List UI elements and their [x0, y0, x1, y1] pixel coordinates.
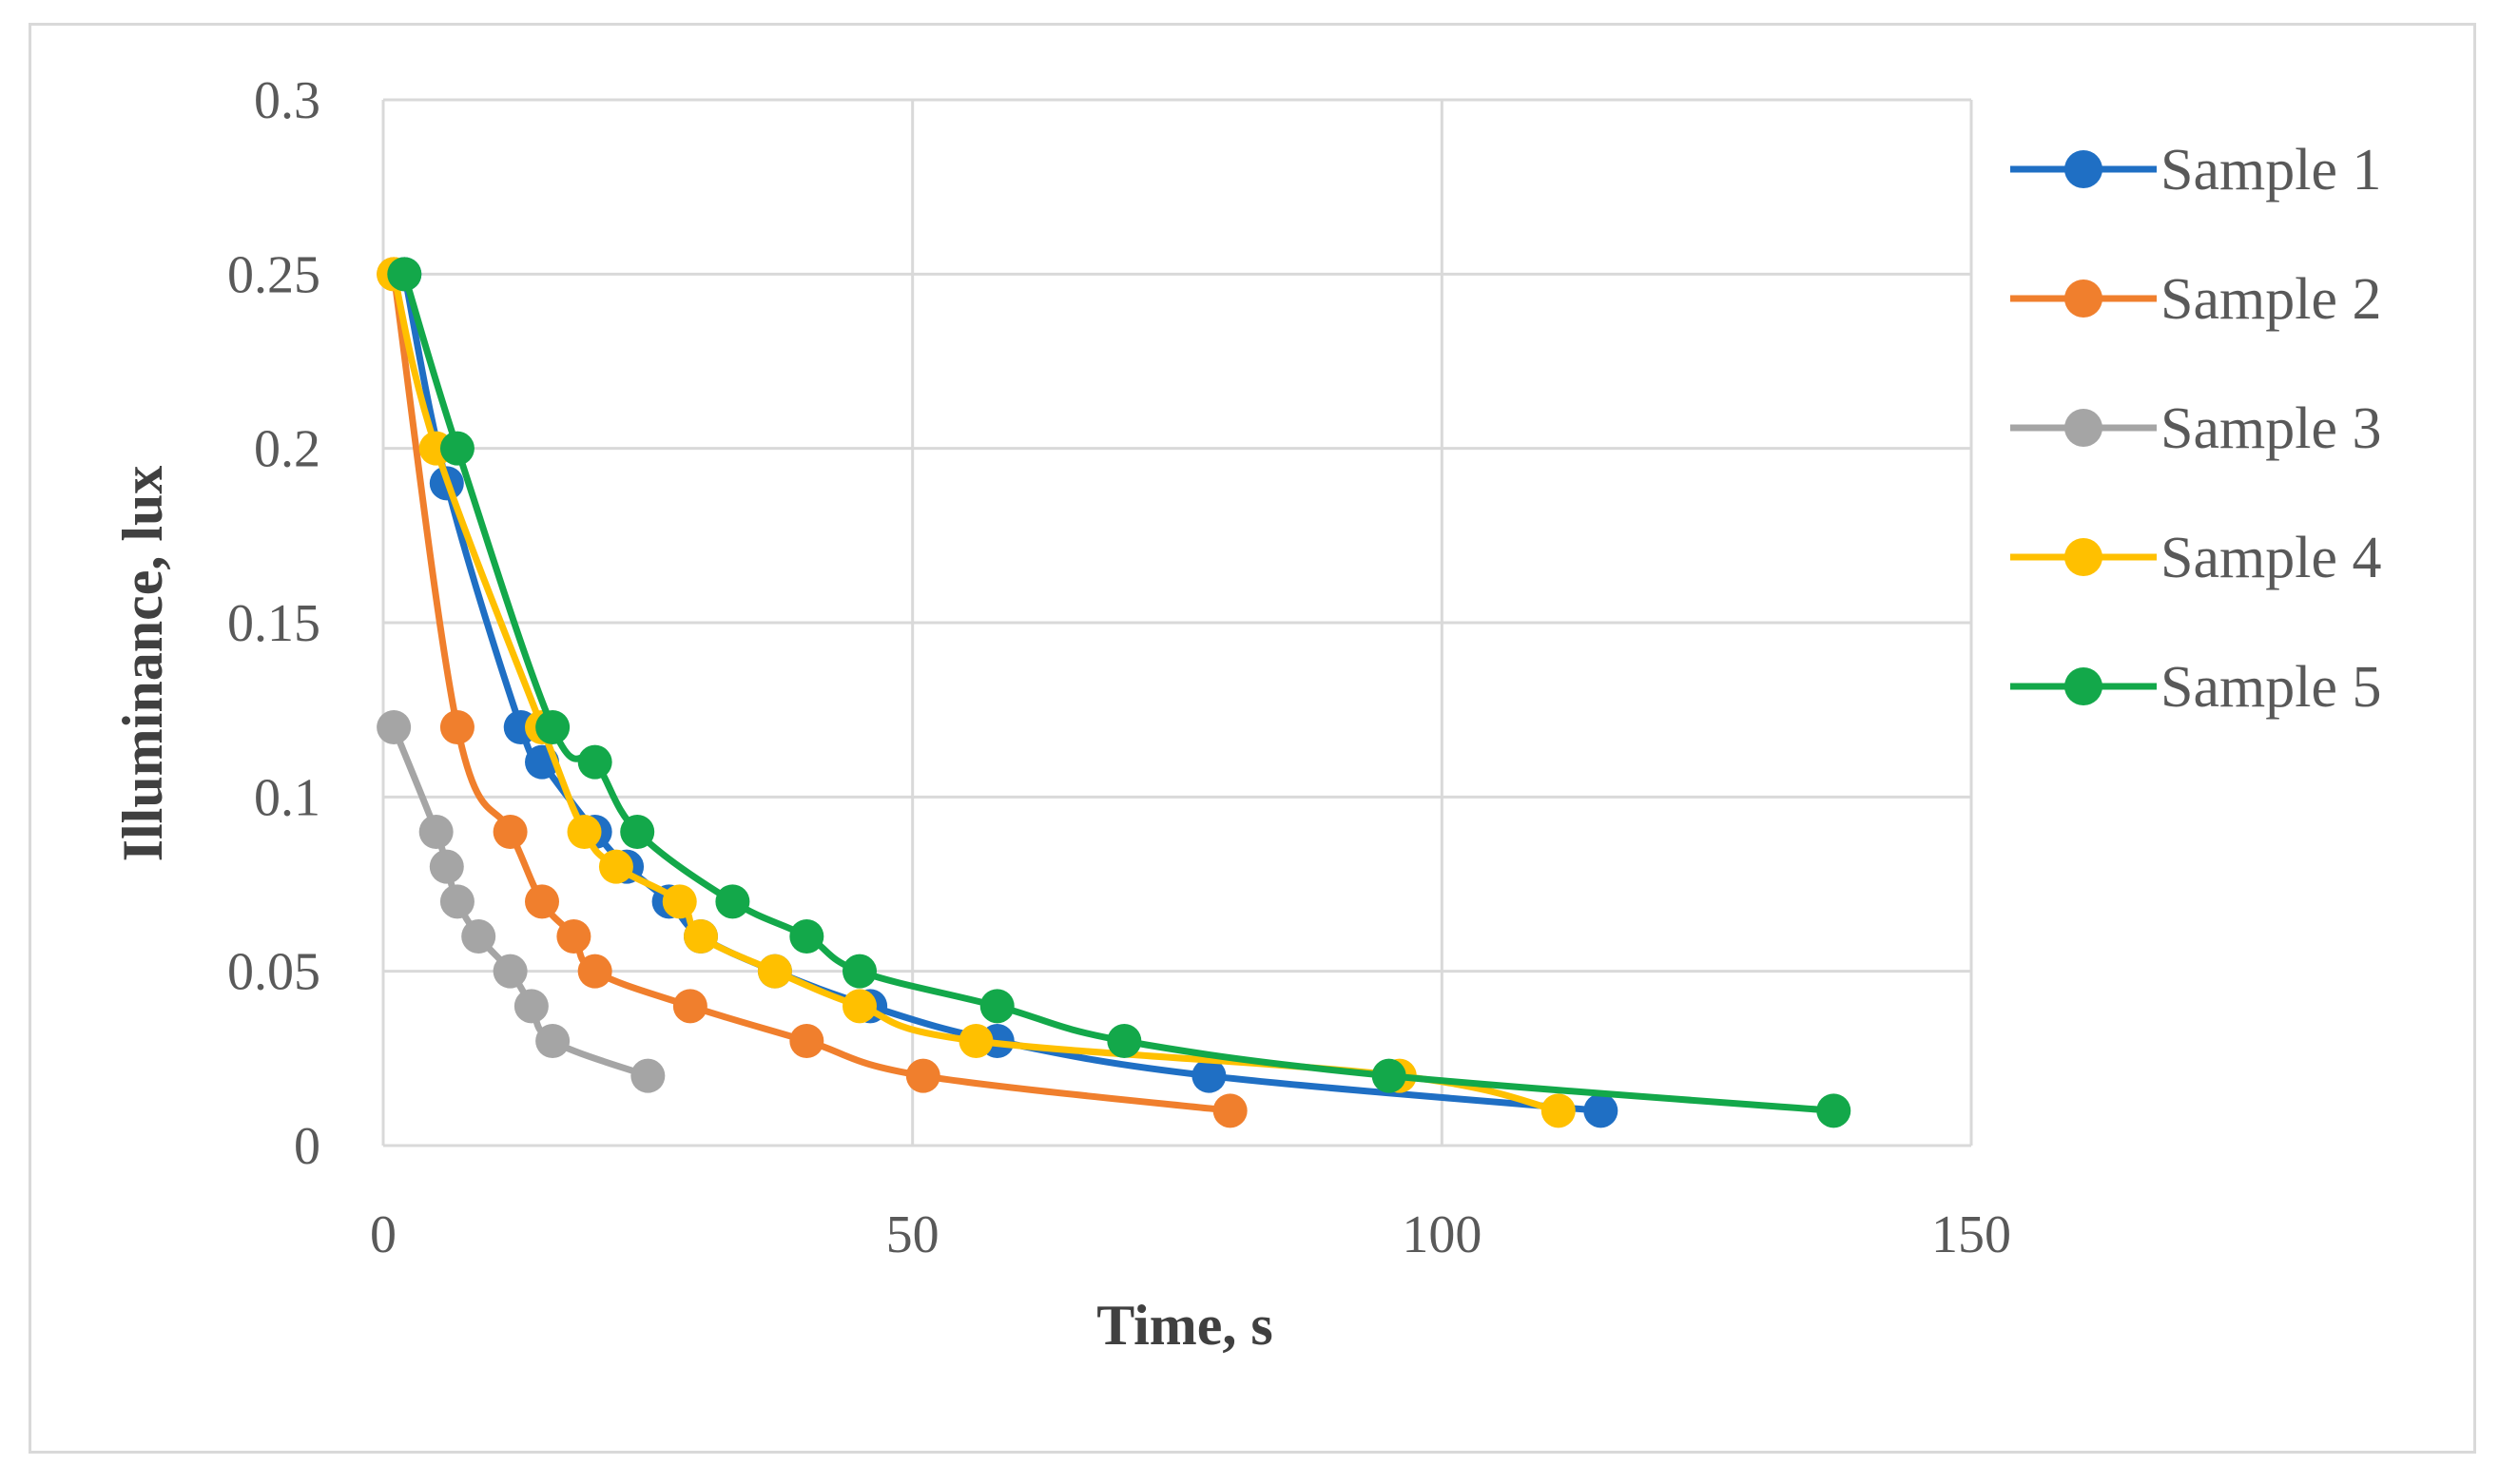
y-tick-label: 0.2: [254, 420, 320, 479]
legend: Sample 1 Sample 2 Sample 3 Sample 4 Sample 5: [2010, 138, 2381, 720]
data-point-sample-4: [1540, 1093, 1576, 1128]
data-point-sample-5: [387, 257, 422, 292]
data-point-sample-3: [630, 1058, 666, 1093]
legend-label: Sample 2: [2160, 267, 2381, 332]
legend-label: Sample 3: [2160, 396, 2381, 461]
series-sample-3: [377, 710, 666, 1093]
series-layer: [377, 257, 1851, 1128]
legend-marker: [2064, 538, 2102, 576]
data-point-sample-3: [513, 989, 549, 1024]
y-axis-title: Illuminance, lux: [111, 466, 174, 862]
chart-frame: [29, 23, 2476, 1454]
data-point-sample-5: [577, 744, 612, 780]
data-point-sample-3: [439, 884, 475, 919]
data-point-sample-4: [757, 954, 792, 989]
y-tick-label: 0: [294, 1117, 320, 1176]
data-point-sample-5: [789, 919, 824, 954]
series-line-sample-1: [400, 270, 1604, 1114]
data-point-sample-5: [1371, 1058, 1406, 1093]
legend-label: Sample 1: [2160, 138, 2381, 202]
legend-marker: [2064, 279, 2102, 318]
data-point-sample-5: [439, 431, 475, 466]
data-point-sample-2: [672, 989, 707, 1024]
legend-marker: [2064, 409, 2102, 447]
data-point-sample-2: [905, 1058, 940, 1093]
data-point-sample-2: [556, 919, 591, 954]
x-tick-label: 50: [886, 1205, 940, 1264]
data-point-sample-4: [959, 1024, 994, 1058]
data-point-sample-2: [493, 815, 528, 849]
data-point-sample-2: [1212, 1093, 1248, 1128]
legend-item-sample-2: Sample 2: [2010, 267, 2381, 332]
data-point-sample-3: [535, 1024, 571, 1058]
legend-label: Sample 5: [2160, 655, 2381, 720]
data-point-sample-5: [715, 884, 750, 919]
tick-labels: 0 0.05 0.1 0.15 0.2 0.25 0.3 0 50 100 150: [227, 71, 2011, 1264]
data-point-sample-2: [439, 710, 475, 744]
data-point-sample-4: [843, 989, 877, 1024]
legend-item-sample-5: Sample 5: [2010, 655, 2381, 720]
data-point-sample-3: [461, 919, 496, 954]
data-point-sample-1: [1191, 1058, 1227, 1093]
legend-marker: [2064, 667, 2102, 705]
data-point-sample-4: [598, 849, 633, 884]
legend-label: Sample 4: [2160, 526, 2381, 590]
data-point-sample-5: [535, 710, 571, 744]
x-axis-title: Time, s: [1096, 1294, 1273, 1357]
data-point-sample-1: [1583, 1093, 1618, 1128]
series-sample-4: [377, 257, 1576, 1128]
gridlines: [383, 98, 1973, 1146]
legend-item-sample-4: Sample 4: [2010, 526, 2381, 590]
y-tick-label: 0.3: [254, 71, 320, 130]
data-point-sample-4: [684, 919, 718, 954]
data-point-sample-3: [429, 849, 464, 884]
legend-marker: [2064, 150, 2102, 188]
data-point-sample-5: [1816, 1093, 1851, 1128]
data-point-sample-5: [843, 954, 877, 989]
series-sample-2: [377, 257, 1248, 1128]
x-tick-label: 150: [1931, 1205, 2011, 1264]
data-point-sample-2: [577, 954, 612, 989]
y-tick-label: 0.1: [254, 768, 320, 827]
data-point-sample-2: [789, 1024, 824, 1058]
legend-item-sample-3: Sample 3: [2010, 396, 2381, 461]
data-point-sample-3: [493, 954, 528, 989]
y-tick-label: 0.15: [227, 594, 320, 653]
data-point-sample-3: [377, 710, 412, 744]
data-point-sample-4: [567, 815, 602, 849]
series-sample-5: [387, 257, 1851, 1128]
series-line-sample-4: [390, 270, 1562, 1114]
data-point-sample-5: [1107, 1024, 1142, 1058]
x-tick-label: 100: [1402, 1205, 1482, 1264]
x-tick-label: 0: [370, 1205, 397, 1264]
data-point-sample-5: [979, 989, 1015, 1024]
data-point-sample-3: [418, 815, 454, 849]
data-point-sample-4: [662, 884, 697, 919]
data-point-sample-2: [525, 884, 559, 919]
legend-item-sample-1: Sample 1: [2010, 138, 2381, 202]
data-point-sample-5: [620, 815, 655, 849]
series-line-sample-3: [390, 723, 651, 1080]
y-tick-label: 0.05: [227, 943, 320, 1002]
y-tick-label: 0.25: [227, 245, 320, 304]
